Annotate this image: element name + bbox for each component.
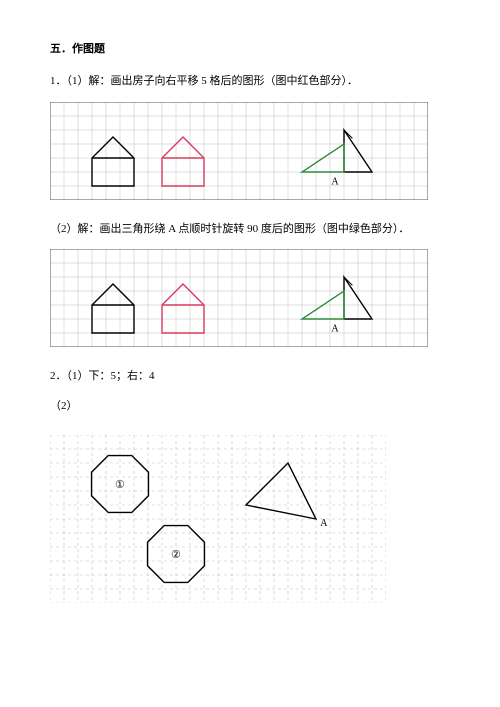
grid-figure-3: ① ② A — [50, 435, 386, 603]
svg-text:A: A — [320, 518, 328, 529]
section-title: 五．作图题 — [50, 40, 450, 60]
svg-text:A: A — [331, 176, 339, 187]
q1-part1-text: 1．（1）解：画出房子向右平移 5 格后的图形（图中红色部分）． — [50, 72, 450, 92]
figure-3: ① ② A — [50, 435, 450, 603]
grid-figure-1: A — [50, 102, 428, 200]
svg-text:A: A — [331, 324, 339, 335]
figure-2: A — [50, 249, 450, 347]
grid-figure-2: A — [50, 249, 428, 347]
q1-part2-text: （2）解：画出三角形绕 A 点顺时针旋转 90 度后的图形（图中绿色部分）． — [50, 220, 450, 240]
svg-text:②: ② — [171, 549, 181, 561]
q2-part2-text: （2） — [50, 397, 450, 417]
figure-1: A — [50, 102, 450, 200]
page: 五．作图题 1．（1）解：画出房子向右平移 5 格后的图形（图中红色部分）． A… — [0, 0, 500, 643]
svg-text:①: ① — [115, 479, 125, 491]
q2-part1-text: 2．（1）下：5；右：4 — [50, 367, 450, 387]
